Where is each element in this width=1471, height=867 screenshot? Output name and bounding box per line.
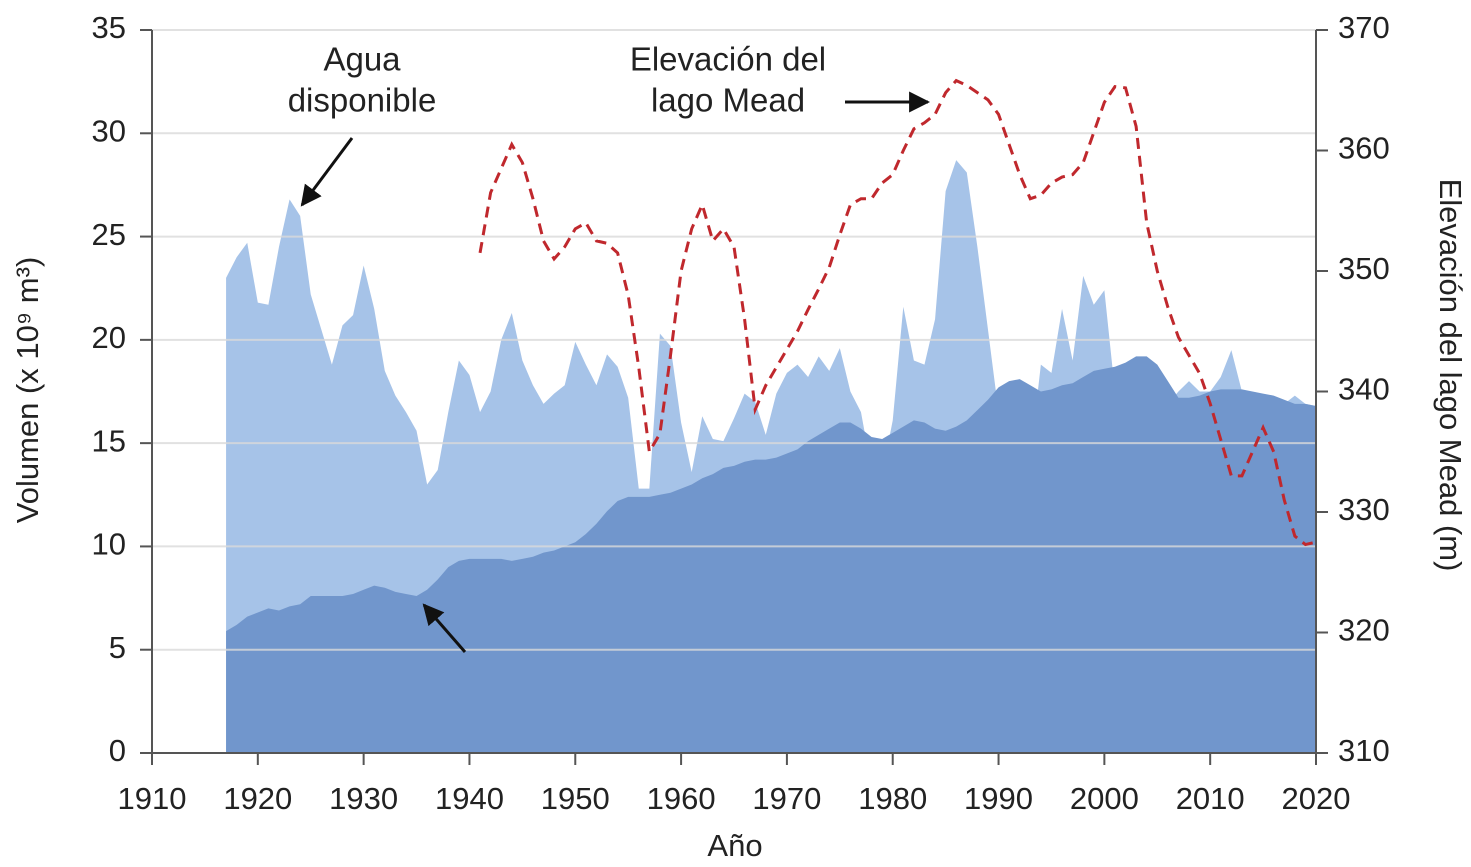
y2-axis-title: Elevación del lago Mead (m) <box>1433 179 1468 572</box>
x-tick-label: 1950 <box>541 781 610 816</box>
line <box>478 78 1317 547</box>
y-tick-label: 10 <box>92 527 126 562</box>
area <box>226 356 1316 753</box>
annotation: disponible <box>288 82 437 119</box>
y-tick-label: 35 <box>92 10 126 45</box>
x-tick-label: 1980 <box>858 781 927 816</box>
y-tick-label: 25 <box>92 217 126 252</box>
x-tick-label: 1990 <box>964 781 1033 816</box>
y2-tick-label: 310 <box>1338 733 1390 768</box>
y-tick-label: 20 <box>92 320 126 355</box>
x-tick-label: 1960 <box>647 781 716 816</box>
y2-tick-label: 340 <box>1338 372 1390 407</box>
annotation: Elevación del <box>630 41 826 78</box>
annotation: Agua <box>323 41 401 78</box>
x-tick-label: 2010 <box>1176 781 1245 816</box>
x-tick-label: 1910 <box>118 781 187 816</box>
x-tick-label: 2000 <box>1070 781 1139 816</box>
arrow <box>300 137 354 207</box>
y2-tick-label: 320 <box>1338 613 1390 648</box>
x-axis-title: Año <box>707 828 762 863</box>
plot-area <box>152 29 1317 754</box>
x-tick-label: 2020 <box>1282 781 1351 816</box>
y-tick-label: 0 <box>109 733 126 768</box>
annotation: lago Mead <box>651 82 805 119</box>
y-axis-title: Volumen (x 10⁹ m³) <box>10 257 45 524</box>
x-tick-label: 1970 <box>752 781 821 816</box>
y-tick-label: 30 <box>92 113 126 148</box>
arrow <box>422 603 467 653</box>
y2-tick-label: 330 <box>1338 492 1390 527</box>
y-tick-label: 15 <box>92 423 126 458</box>
x-tick-label: 1920 <box>223 781 292 816</box>
x-tick-label: 1940 <box>435 781 504 816</box>
y2-tick-label: 360 <box>1338 131 1390 166</box>
y2-tick-label: 350 <box>1338 251 1390 286</box>
y2-tick-label: 370 <box>1338 10 1390 45</box>
x-tick-label: 1930 <box>329 781 398 816</box>
y-tick-label: 5 <box>109 630 126 665</box>
